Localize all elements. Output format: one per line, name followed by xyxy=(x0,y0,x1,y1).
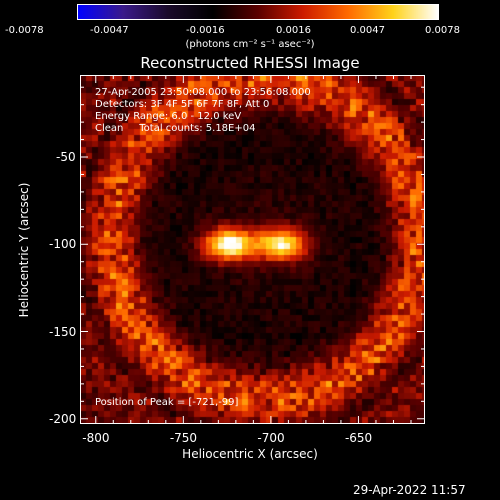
annotation-detectors: Detectors: 3F 4F 5F 6F 7F 8F, Att 0 xyxy=(95,99,270,110)
y-tick-label: -150 xyxy=(49,324,77,339)
colorbar-tick: 0.0047 xyxy=(350,25,385,36)
heatmap-image xyxy=(80,75,425,424)
colorbar-tick: -0.0016 xyxy=(186,25,225,36)
annotation-peak: Position of Peak = [-721,-99] xyxy=(95,397,239,408)
y-tick-label: -200 xyxy=(49,411,77,426)
x-axis-label: Heliocentric X (arcsec) xyxy=(182,447,318,461)
x-tick-label: -700 xyxy=(257,431,285,445)
x-tick-label: -750 xyxy=(169,431,198,445)
colorbar-tick: -0.0047 xyxy=(90,25,129,36)
colorbar-tick: 0.0016 xyxy=(276,25,311,36)
colorbar-tick: 0.0078 xyxy=(425,25,460,36)
y-tick-label: -100 xyxy=(49,237,77,252)
annotation-counts: Clean Total counts: 5.18E+04 xyxy=(95,123,256,134)
chart-title: Reconstructed RHESSI Image xyxy=(140,54,360,72)
colorbar-tick: -0.0078 xyxy=(5,25,44,36)
plot-timestamp: 29-Apr-2022 11:57 xyxy=(353,483,466,497)
colorbar-gradient xyxy=(77,4,439,20)
colorbar-unit: (photons cm⁻² s⁻¹ asec⁻²) xyxy=(185,39,315,50)
plot-frame xyxy=(80,75,425,424)
y-tick-label: -50 xyxy=(56,150,76,164)
annotation-time-range: 27-Apr-2005 23:50:08.000 to 23:56:08.000 xyxy=(95,87,311,98)
x-tick-label: -650 xyxy=(344,431,373,445)
annotation-energy: Energy Range: 6.0 - 12.0 keV xyxy=(95,111,242,122)
x-tick-label: -800 xyxy=(82,431,110,445)
y-axis-label: Heliocentric Y (arcsec) xyxy=(17,182,31,318)
